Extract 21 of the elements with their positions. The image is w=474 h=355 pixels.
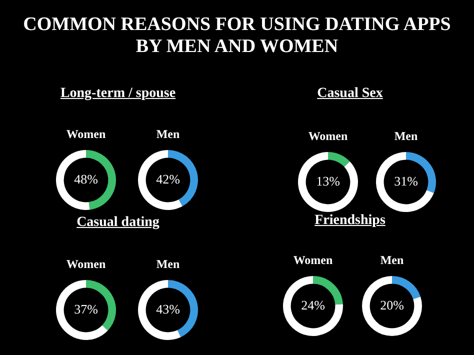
text: COMMON REASONS FOR USING DATING APPS BY MEN AND WOMEN <box>22 14 452 58</box>
chart-title: Women <box>307 129 349 144</box>
chart-title: Men <box>155 257 181 272</box>
chart-title: Women <box>292 253 334 268</box>
data-label: 43% <box>156 301 180 316</box>
chart-subtitle: Long-term / spouse <box>59 86 177 102</box>
chart-subtitle: Casual dating <box>76 215 160 231</box>
chart-title: Men <box>379 253 405 268</box>
chart-subtitle: Friendships <box>314 213 386 229</box>
data-label: 31% <box>394 173 418 188</box>
data-label: 48% <box>74 171 98 186</box>
data-label: 37% <box>74 301 98 316</box>
chart-title: Men <box>155 127 181 142</box>
chart-subtitle: Casual Sex <box>316 86 384 102</box>
data-label: 20% <box>380 297 404 312</box>
data-label: 42% <box>156 171 180 186</box>
data-label: 24% <box>301 297 326 312</box>
chart-title: Women <box>65 127 107 142</box>
chart-title: Women <box>65 257 107 272</box>
data-label: 13% <box>316 173 340 188</box>
chart-title: Men <box>393 129 419 144</box>
